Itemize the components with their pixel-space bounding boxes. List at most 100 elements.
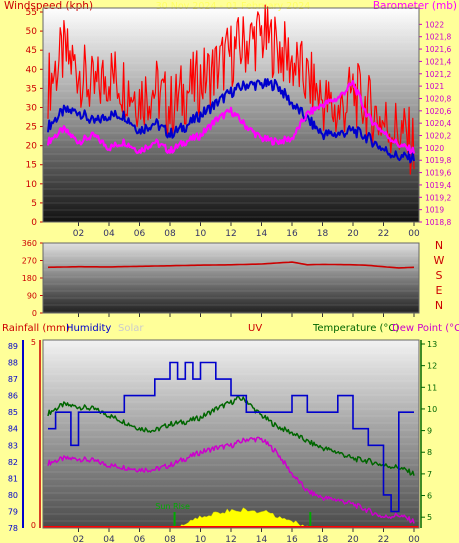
rainfall-tick-label: 5 [31,338,36,347]
x-tick-label: 12 [225,229,236,239]
windspeed-tick-label: 10 [26,180,38,190]
x-tick-label: 16 [286,229,298,239]
x-tick-label: 16 [286,535,298,543]
humidity-tick-label: 80 [8,491,18,500]
humidity-tick-label: 79 [8,507,18,516]
x-tick-label: 04 [103,229,115,239]
x-tick-label: 02 [73,229,84,239]
gust-series-line [47,4,415,175]
temp-panel-bg [43,340,419,528]
humidity-tick-label: 82 [8,458,18,467]
barometer-tick-label: 1021,4 [425,57,451,66]
windspeed-tick-label: 55 [26,8,37,18]
x-tick-label: 10 [195,535,207,543]
barometer-tick-label: 1021,8 [425,33,451,42]
humidity-tick-label: 81 [8,474,18,483]
legend-item: Solar [118,323,144,334]
temperature-tick-label: 8 [427,448,432,457]
barometer-tick-label: 1019 [425,206,444,215]
barometer-axis-title: Barometer (mb) [373,0,457,12]
windspeed-tick-label: 30 [26,103,38,113]
barometer-tick-label: 1020,8 [425,94,451,103]
barometer-tick-label: 1019,6 [425,169,451,178]
x-tick-label: 10 [195,229,207,239]
x-tick-label: 12 [225,535,236,543]
temperature-tick-label: 5 [427,513,432,522]
humidity-tick-label: 83 [8,441,18,450]
temperature-tick-label: 13 [427,340,437,349]
x-tick-label: 00 [408,229,420,239]
windspeed-tick-label: 5 [31,199,37,209]
direction-tick-label: 0 [32,309,37,318]
barometer-tick-label: 1020,6 [425,107,451,116]
solar-area [174,507,311,529]
dew-point-series-line [47,436,415,524]
temperature-tick-label: 11 [427,383,437,392]
sunrise-annotation: Sun Rise [155,502,190,511]
x-tick-label: 18 [317,229,329,239]
barometer-tick-label: 1019,4 [425,181,451,190]
x-tick-label: 14 [256,229,268,239]
barometer-tick-label: 1021,2 [425,70,451,79]
temperature-tick-label: 9 [427,427,432,436]
direction-tick-label: 90 [27,292,37,301]
x-tick-label: 06 [134,535,146,543]
legend-item: Temperature (°C) [312,323,399,334]
temperature-series-line [47,395,415,476]
rainfall-tick-label: 0 [31,521,36,530]
barometer-tick-label: 1021,6 [425,45,451,54]
temperature-tick-label: 12 [427,362,437,371]
panel-border [42,339,420,529]
humidity-series-line [48,361,414,513]
barometer-tick-label: 1019,2 [425,193,451,202]
compass-label: N [435,239,443,252]
windspeed-tick-label: 40 [26,65,38,75]
humidity-tick-label: 84 [8,425,18,434]
windspeed-tick-label: 50 [26,27,38,37]
legend-item: UV [248,323,262,334]
windspeed-axis-title: Windspeed (kph) [4,0,93,12]
direction-tick-label: 360 [22,239,37,248]
direction-tick-label: 180 [22,274,37,283]
barometer-tick-label: 1019,8 [425,156,451,165]
x-tick-label: 14 [256,535,268,543]
barometer-tick-label: 1020,4 [425,119,451,128]
barometer-tick-label: 1020 [425,144,444,153]
humidity-tick-label: 85 [8,408,18,417]
barometer-tick-label: 1020,2 [425,132,451,141]
windspeed-tick-label: 45 [26,46,37,56]
direction-tick-label: 270 [22,257,37,266]
x-tick-label: 20 [347,535,359,543]
temperature-tick-label: 6 [427,492,432,501]
x-tick-label: 00 [408,535,420,543]
humidity-tick-label: 78 [8,524,18,533]
windspeed-tick-label: 0 [31,218,37,228]
average-wind-series-line [47,78,415,164]
humidity-tick-label: 87 [8,375,18,384]
x-tick-label: 08 [164,535,176,543]
direction-panel-bg [43,243,419,313]
compass-label: N [435,299,443,312]
compass-label: W [434,254,445,267]
x-tick-label: 02 [73,535,84,543]
x-tick-label: 18 [317,535,329,543]
x-tick-label: 22 [378,229,389,239]
humidity-tick-label: 88 [8,359,18,368]
panel-border [42,7,420,223]
windspeed-tick-label: 25 [26,123,37,133]
barometer-tick-label: 1021 [425,82,444,91]
windspeed-tick-label: 15 [26,161,37,171]
x-tick-label: 22 [378,535,389,543]
chart-title: 30 Nov 2024 - 01 February 2024 [156,1,311,12]
x-tick-label: 06 [134,229,146,239]
humidity-tick-label: 86 [8,392,18,401]
barometer-series-line [46,79,416,155]
compass-label: S [436,269,443,282]
legend-item: Humidity [66,323,111,334]
barometer-tick-label: 1018,8 [425,218,451,227]
barometer-tick-label: 1022 [425,20,444,29]
legend-item: Dew Point (°C) [392,323,459,334]
temperature-tick-label: 7 [427,470,432,479]
temperature-tick-label: 10 [427,405,437,414]
